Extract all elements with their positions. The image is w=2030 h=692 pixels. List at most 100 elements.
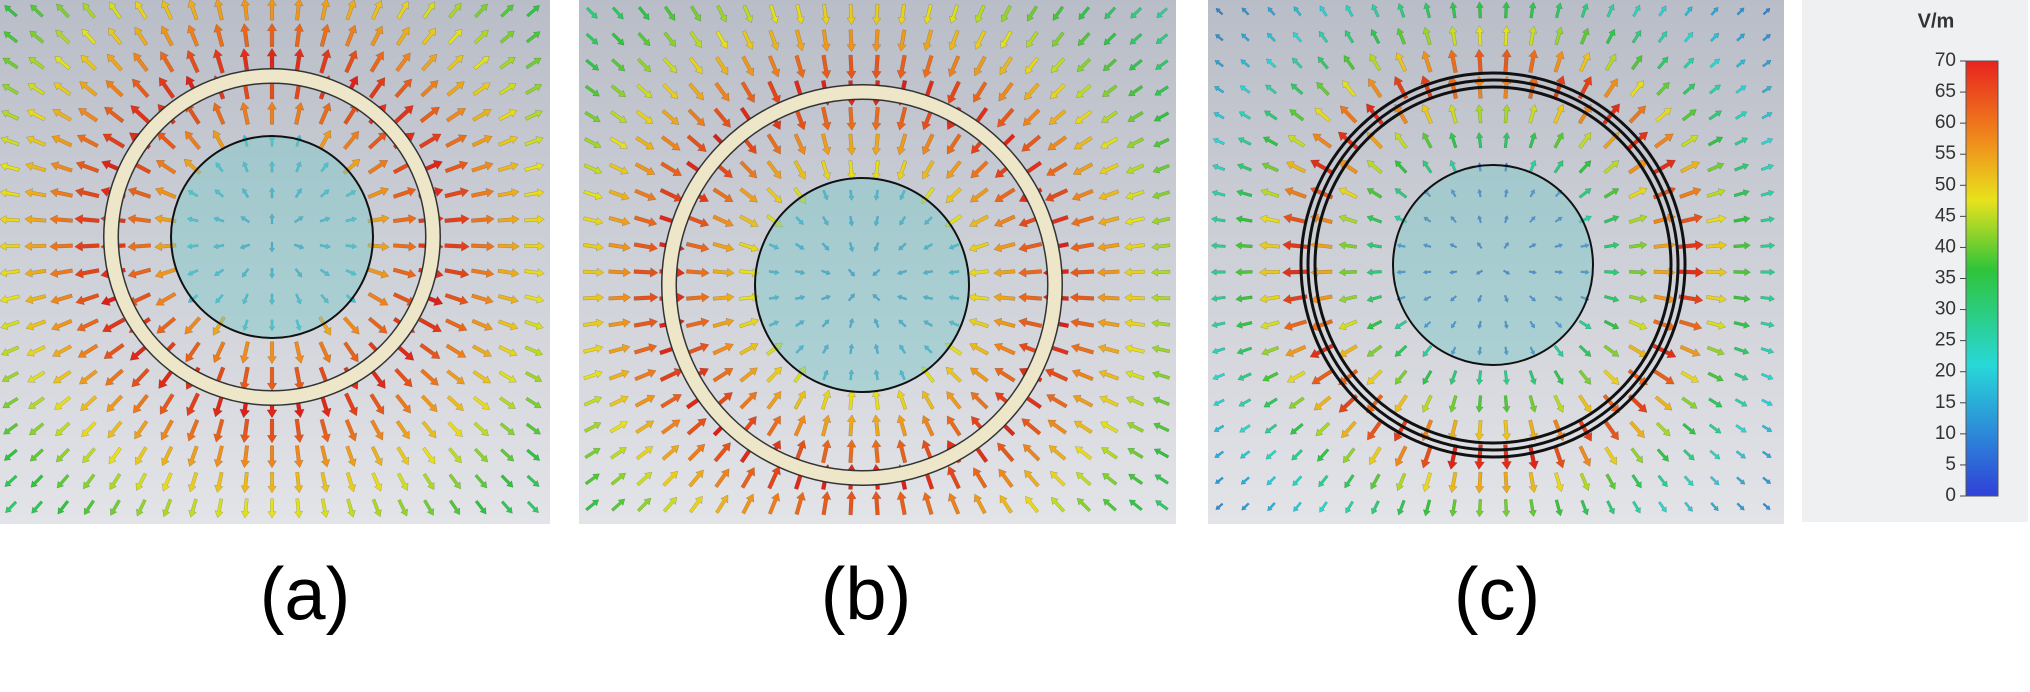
field-arrow xyxy=(1313,395,1332,411)
field-arrow xyxy=(1447,49,1458,74)
field-arrow xyxy=(1048,445,1067,461)
field-arrow xyxy=(342,316,360,335)
field-arrow xyxy=(969,343,989,356)
field-arrow xyxy=(896,439,908,464)
field-arrow xyxy=(497,161,519,173)
field-arrow xyxy=(714,81,730,102)
field-arrow xyxy=(57,499,70,515)
field-arrow xyxy=(1074,109,1093,124)
field-arrow xyxy=(898,242,907,251)
field-arrow xyxy=(766,390,782,410)
field-arrow xyxy=(1680,135,1699,148)
field-arrow xyxy=(1076,57,1092,73)
field-arrow xyxy=(1151,344,1171,354)
field-arrow xyxy=(1760,137,1774,146)
field-arrow xyxy=(822,189,829,201)
field-arrow xyxy=(795,344,804,354)
field-arrow xyxy=(872,4,882,26)
field-arrow xyxy=(1018,241,1043,253)
field-arrow xyxy=(1073,136,1093,150)
field-arrow xyxy=(768,320,780,327)
field-arrow xyxy=(1474,471,1485,494)
field-arrow xyxy=(1153,448,1170,459)
field-arrow xyxy=(1289,109,1305,122)
panel-label: (b) xyxy=(821,553,911,636)
field-arrow xyxy=(1237,372,1252,381)
field-arrow xyxy=(1553,472,1564,493)
field-arrow xyxy=(659,368,684,383)
field-arrow xyxy=(846,106,857,131)
field-arrow xyxy=(1628,241,1648,250)
field-arrow xyxy=(1604,53,1617,72)
field-arrow xyxy=(1554,216,1563,223)
field-arrow xyxy=(444,318,468,332)
field-arrow xyxy=(526,500,539,514)
field-arrow xyxy=(1710,501,1719,512)
field-arrow xyxy=(1285,161,1307,174)
field-arrow xyxy=(51,344,73,358)
field-arrow xyxy=(396,0,409,20)
field-arrow xyxy=(993,342,1016,356)
field-arrow xyxy=(1366,294,1383,303)
resonator-ring xyxy=(1313,85,1673,445)
field-arrow xyxy=(1214,476,1224,485)
field-arrow xyxy=(1341,420,1357,439)
field-arrow xyxy=(948,320,960,327)
field-arrow xyxy=(1238,111,1252,120)
field-arrow xyxy=(1422,472,1433,493)
field-arrow xyxy=(636,83,653,99)
field-arrow xyxy=(1266,32,1277,43)
field-arrow xyxy=(1072,394,1094,408)
field-arrow xyxy=(448,2,462,19)
field-arrow xyxy=(242,293,249,305)
field-arrow xyxy=(161,0,174,21)
field-arrow xyxy=(713,442,731,463)
field-arrow xyxy=(1101,447,1118,460)
field-arrow xyxy=(1282,294,1308,305)
field-arrow xyxy=(583,370,603,381)
field-arrow xyxy=(712,241,735,253)
field-arrow xyxy=(1238,398,1252,407)
field-arrow xyxy=(1210,215,1226,223)
field-arrow xyxy=(1316,448,1330,462)
field-arrow xyxy=(636,471,653,487)
colorbar-tick-label: 60 xyxy=(1935,112,1956,133)
field-arrow xyxy=(1210,242,1226,250)
field-arrow xyxy=(1734,111,1748,120)
field-arrow xyxy=(1761,398,1774,407)
field-arrow xyxy=(1681,396,1698,409)
field-arrow xyxy=(687,443,706,462)
field-arrow xyxy=(106,53,124,72)
field-arrow xyxy=(1656,448,1670,462)
field-arrow xyxy=(1213,424,1225,432)
field-arrow xyxy=(973,493,987,515)
field-arrow xyxy=(344,24,358,47)
field-arrow xyxy=(1681,109,1697,122)
field-arrow xyxy=(395,26,410,46)
field-arrow xyxy=(1235,215,1253,224)
field-arrow xyxy=(1289,422,1304,435)
field-arrow xyxy=(1074,446,1093,461)
field-arrow xyxy=(1477,320,1483,330)
field-arrow xyxy=(3,448,18,461)
field-arrow xyxy=(662,83,679,100)
field-arrow xyxy=(897,29,907,52)
field-arrow xyxy=(660,161,683,176)
field-arrow xyxy=(896,160,908,181)
field-arrow xyxy=(1124,293,1145,303)
field-arrow xyxy=(370,0,383,21)
field-arrow xyxy=(922,491,934,516)
field-arrow xyxy=(1151,319,1171,328)
field-arrow xyxy=(1213,86,1225,94)
field-arrow xyxy=(662,496,678,513)
field-arrow xyxy=(29,30,45,44)
field-arrow xyxy=(1630,447,1644,464)
field-arrow xyxy=(1077,31,1091,47)
field-arrow xyxy=(1629,420,1645,439)
field-arrow xyxy=(1553,160,1564,174)
field-arrow xyxy=(345,190,357,198)
field-arrow xyxy=(1051,31,1065,48)
field-arrow xyxy=(1502,370,1511,386)
field-arrow xyxy=(742,4,754,24)
field-arrow xyxy=(1477,241,1483,250)
